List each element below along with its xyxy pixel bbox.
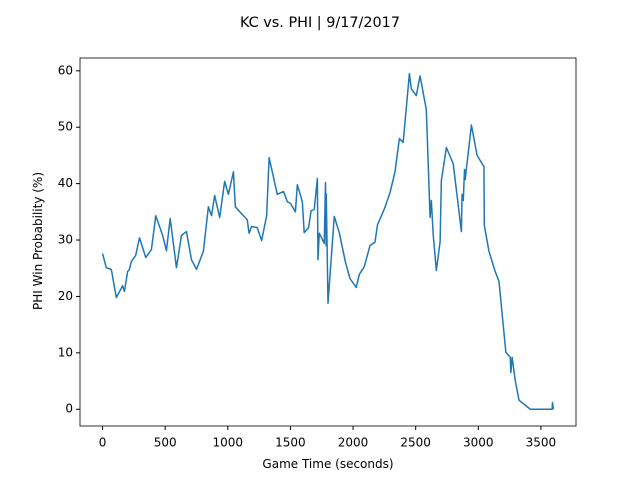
x-tick-label: 0 [99, 436, 107, 450]
chart-title: KC vs. PHI | 9/17/2017 [240, 15, 400, 31]
x-tick-label: 500 [154, 436, 177, 450]
x-axis-label: Game Time (seconds) [262, 457, 393, 471]
y-tick-label: 50 [58, 120, 73, 134]
y-tick-label: 0 [65, 402, 73, 416]
y-tick-label: 30 [58, 233, 73, 247]
x-tick-label: 3500 [526, 436, 557, 450]
y-tick-label: 10 [58, 345, 73, 359]
y-tick-label: 20 [58, 289, 73, 303]
x-tick-label: 2500 [400, 436, 431, 450]
y-tick-label: 60 [58, 63, 73, 77]
data-line [101, 72, 555, 410]
x-tick-label: 1500 [275, 436, 306, 450]
x-tick-label: 2000 [338, 436, 369, 450]
x-tick-label: 1000 [213, 436, 244, 450]
y-axis-label: PHI Win Probability (%) [31, 172, 45, 310]
y-tick-label: 40 [58, 176, 73, 190]
plot-frame [79, 57, 577, 427]
x-tick-label: 3000 [463, 436, 494, 450]
